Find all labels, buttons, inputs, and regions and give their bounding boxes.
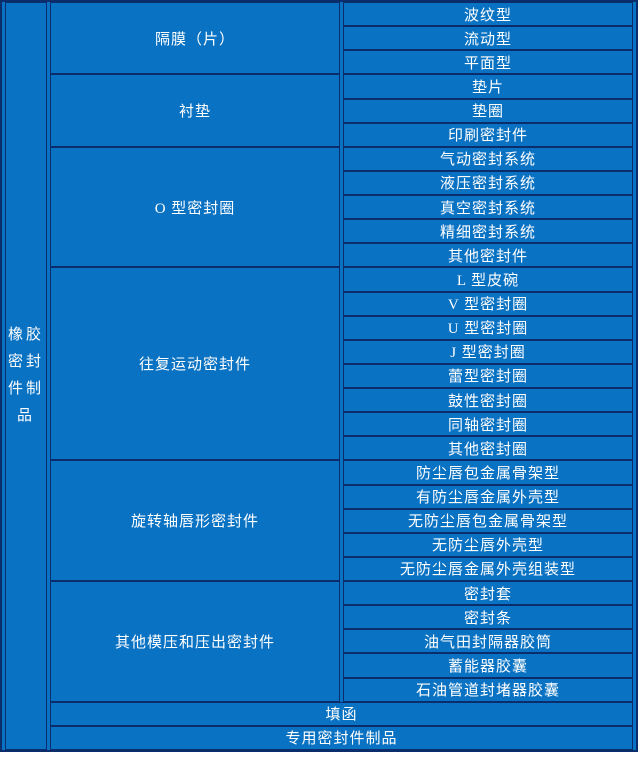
item-cell: 鼓性密封圈 bbox=[343, 388, 633, 413]
table-row: 石油管道封堵器胶囊 bbox=[5, 677, 633, 702]
item-cell: 密封套 bbox=[343, 581, 633, 606]
item-cell: 流动型 bbox=[343, 26, 633, 51]
group-category-cell: 衬垫 bbox=[50, 74, 340, 147]
full-width-cell: 填函 bbox=[50, 701, 633, 726]
group-category-cell: 隔膜（片） bbox=[50, 2, 340, 75]
group-category-cell: 旋转轴唇形密封件 bbox=[50, 460, 340, 581]
root-category-label: 橡胶密封件制品 bbox=[8, 327, 45, 424]
table-row-full-width: 填函 bbox=[5, 701, 633, 726]
item-cell: 同轴密封圈 bbox=[343, 412, 633, 437]
item-cell: 垫圈 bbox=[343, 98, 633, 123]
group-category-cell: 往复运动密封件 bbox=[50, 267, 340, 461]
table-row: 蓄能器胶囊 bbox=[5, 653, 633, 678]
item-cell: V 型密封圈 bbox=[343, 291, 633, 316]
group-category-cell: O 型密封圈 bbox=[50, 146, 340, 268]
table-row: U 型密封圈 bbox=[5, 315, 633, 340]
table-row: 其他模压和压出密封件 密封套 bbox=[5, 581, 633, 702]
table-row: 垫圈 bbox=[5, 98, 633, 123]
table-row: O 型密封圈 气动密封系统 bbox=[5, 146, 633, 268]
item-cell: 蓄能器胶囊 bbox=[343, 653, 633, 678]
table-row: 密封条 bbox=[5, 605, 633, 630]
item-cell: 蕾型密封圈 bbox=[343, 363, 633, 388]
table-row: 真空密封系统 bbox=[5, 195, 633, 220]
table-row: 同轴密封圈 bbox=[5, 412, 633, 437]
item-cell: 其他密封件 bbox=[343, 243, 633, 268]
table-row: 往复运动密封件 L 型皮碗 bbox=[5, 267, 633, 461]
table-row: 鼓性密封圈 bbox=[5, 388, 633, 413]
item-cell: 精细密封系统 bbox=[343, 219, 633, 244]
item-cell: 气动密封系统 bbox=[343, 146, 633, 171]
table-row: 无防尘唇外壳型 bbox=[5, 532, 633, 557]
item-cell: 防尘唇包金属骨架型 bbox=[343, 460, 633, 485]
table-row: 流动型 bbox=[5, 26, 633, 51]
item-cell: L 型皮碗 bbox=[343, 267, 633, 292]
item-cell: 无防尘唇包金属骨架型 bbox=[343, 508, 633, 533]
table-row: 印刷密封件 bbox=[5, 122, 633, 147]
table-row: 无防尘唇金属外壳组装型 bbox=[5, 556, 633, 581]
group-category-cell: 其他模压和压出密封件 bbox=[50, 581, 340, 702]
item-cell: 油气田封隔器胶筒 bbox=[343, 629, 633, 654]
table-row: 油气田封隔器胶筒 bbox=[5, 629, 633, 654]
table-row: 橡胶密封件制品 隔膜（片） 波纹型 bbox=[5, 2, 633, 750]
table-row: 液压密封系统 bbox=[5, 170, 633, 195]
item-cell: 液压密封系统 bbox=[343, 170, 633, 195]
item-cell: 石油管道封堵器胶囊 bbox=[343, 677, 633, 702]
table-row: 旋转轴唇形密封件 防尘唇包金属骨架型 bbox=[5, 460, 633, 581]
table-row: J 型密封圈 bbox=[5, 339, 633, 364]
table-row: 无防尘唇包金属骨架型 bbox=[5, 508, 633, 533]
item-cell: 印刷密封件 bbox=[343, 122, 633, 147]
full-width-cell: 专用密封件制品 bbox=[50, 725, 633, 750]
table-row: V 型密封圈 bbox=[5, 291, 633, 316]
table-row: 精细密封系统 bbox=[5, 219, 633, 244]
item-cell: 垫片 bbox=[343, 74, 633, 99]
root-category-cell: 橡胶密封件制品 bbox=[5, 2, 47, 750]
item-cell: J 型密封圈 bbox=[343, 339, 633, 364]
table-row: 其他密封圈 bbox=[5, 436, 633, 461]
item-cell: 真空密封系统 bbox=[343, 195, 633, 220]
item-cell: 无防尘唇金属外壳组装型 bbox=[343, 556, 633, 581]
table-row: 有防尘唇金属外壳型 bbox=[5, 484, 633, 509]
item-cell: U 型密封圈 bbox=[343, 315, 633, 340]
table-row: 其他密封件 bbox=[5, 243, 633, 268]
table-row: 蕾型密封圈 bbox=[5, 363, 633, 388]
item-cell: 波纹型 bbox=[343, 2, 633, 27]
table-row: 平面型 bbox=[5, 50, 633, 75]
item-cell: 平面型 bbox=[343, 50, 633, 75]
table-row: 衬垫 垫片 bbox=[5, 74, 633, 147]
item-cell: 无防尘唇外壳型 bbox=[343, 532, 633, 557]
item-cell: 其他密封圈 bbox=[343, 436, 633, 461]
item-cell: 有防尘唇金属外壳型 bbox=[343, 484, 633, 509]
table-row-full-width: 专用密封件制品 bbox=[5, 725, 633, 750]
item-cell: 密封条 bbox=[343, 605, 633, 630]
